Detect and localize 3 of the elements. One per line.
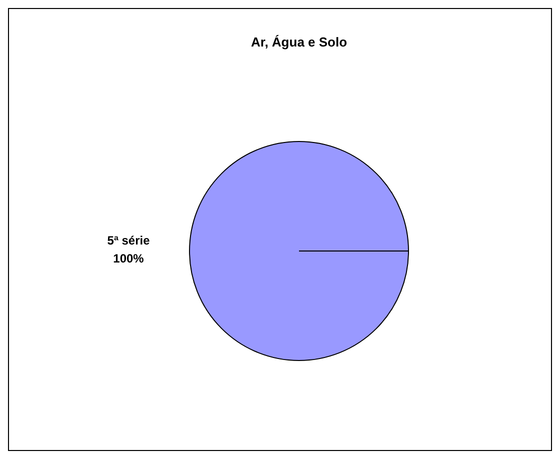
chart-title: Ar, Água e Solo [250,34,348,50]
data-label: 100% [113,251,144,266]
slice-label: 5ª série [107,233,150,248]
